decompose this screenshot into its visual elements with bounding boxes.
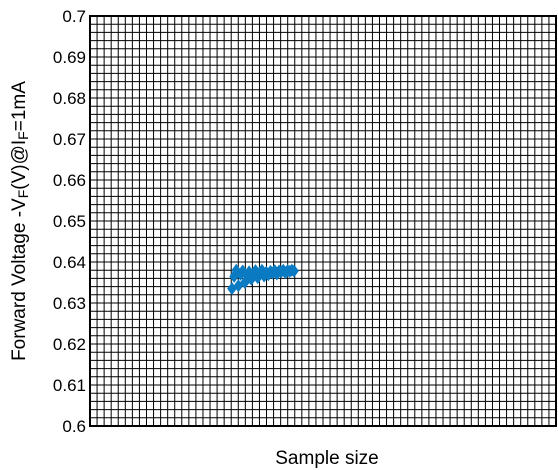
x-axis-label: Sample size <box>275 448 379 469</box>
y-tick-label: 0.68 <box>53 89 86 108</box>
y-tick-label: 0.66 <box>53 171 86 190</box>
data-point <box>289 264 299 278</box>
grid <box>90 16 556 426</box>
data-points <box>227 263 299 296</box>
y-tick-label: 0.7 <box>62 7 86 26</box>
y-tick-label: 0.63 <box>53 294 86 313</box>
y-tick-label: 0.65 <box>53 212 86 231</box>
data-point <box>246 272 257 286</box>
y-tick-label: 0.67 <box>53 130 86 149</box>
y-tick-label: 0.69 <box>53 48 86 67</box>
y-ticks: 0.7 0.69 0.68 0.67 0.66 0.65 0.64 0.63 0.62 0.61 0… <box>53 7 86 436</box>
y-axis-label: Forward Voltage -VF(V)@IF=1mA <box>9 81 31 361</box>
y-tick-label: 0.62 <box>53 335 86 354</box>
y-tick-label: 0.6 <box>62 417 86 436</box>
y-tick-label: 0.64 <box>53 253 86 272</box>
y-tick-label: 0.61 <box>53 376 86 395</box>
plot-area-frame <box>89 15 557 427</box>
